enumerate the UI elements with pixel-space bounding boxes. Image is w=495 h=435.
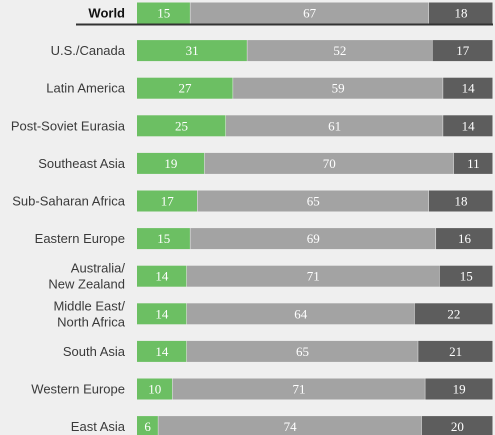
category-label: New Zealand bbox=[48, 277, 125, 292]
bar-segment-1 bbox=[137, 416, 158, 435]
data-label: 15 bbox=[157, 6, 170, 21]
data-label: 11 bbox=[467, 156, 480, 171]
bar-segment-2 bbox=[226, 115, 443, 137]
category-label: East Asia bbox=[71, 419, 126, 434]
bar-segment-3 bbox=[439, 265, 493, 287]
bar-segment-2 bbox=[233, 77, 443, 99]
bar-segment-2 bbox=[186, 265, 440, 287]
bar-segment-1 bbox=[137, 77, 233, 99]
bar-segment-2 bbox=[172, 378, 425, 400]
bar-segment-3 bbox=[425, 378, 493, 400]
bar-segment-3 bbox=[432, 40, 493, 62]
bar-segment-3 bbox=[436, 228, 493, 250]
bar-segment-2 bbox=[186, 340, 418, 362]
bar-segment-1 bbox=[137, 340, 187, 362]
data-label: 17 bbox=[161, 194, 175, 209]
category-label: Middle East/ bbox=[53, 298, 125, 313]
data-label: 19 bbox=[164, 156, 177, 171]
bar-segment-2 bbox=[197, 190, 429, 212]
data-label: 71 bbox=[307, 269, 320, 284]
data-label: 14 bbox=[155, 269, 169, 284]
data-label: 15 bbox=[157, 231, 170, 246]
data-label: 22 bbox=[447, 306, 460, 321]
data-label: 31 bbox=[186, 43, 199, 58]
bar-segment-2 bbox=[190, 228, 436, 250]
category-label: Latin America bbox=[46, 81, 126, 96]
bar-segment-3 bbox=[443, 77, 493, 99]
data-label: 6 bbox=[144, 419, 151, 434]
bar-segment-2 bbox=[247, 40, 432, 62]
category-label: U.S./Canada bbox=[51, 43, 126, 58]
data-label: 10 bbox=[148, 382, 161, 397]
category-label: Southeast Asia bbox=[38, 156, 125, 171]
bar-segment-3 bbox=[453, 152, 493, 174]
data-label: 71 bbox=[292, 382, 305, 397]
data-label: 70 bbox=[323, 156, 336, 171]
category-label: Australia/ bbox=[71, 261, 126, 276]
data-label: 21 bbox=[449, 344, 462, 359]
bar-segment-1 bbox=[137, 152, 205, 174]
data-label: 59 bbox=[332, 81, 345, 96]
category-label: World bbox=[88, 6, 125, 21]
category-label: Western Europe bbox=[31, 382, 125, 397]
data-label: 16 bbox=[458, 231, 472, 246]
data-label: 20 bbox=[451, 419, 464, 434]
bar-segment-1 bbox=[137, 228, 190, 250]
data-label: 17 bbox=[456, 43, 470, 58]
bar-segment-1 bbox=[137, 115, 226, 137]
data-label: 14 bbox=[155, 344, 169, 359]
bar-segment-2 bbox=[186, 303, 415, 325]
bar-segment-3 bbox=[418, 340, 493, 362]
category-label: Post-Soviet Eurasia bbox=[11, 118, 126, 133]
data-label: 52 bbox=[333, 43, 346, 58]
bar-segment-2 bbox=[204, 152, 454, 174]
data-label: 67 bbox=[303, 6, 317, 21]
bar-segment-3 bbox=[414, 303, 493, 325]
data-label: 15 bbox=[460, 269, 473, 284]
data-label: 65 bbox=[307, 194, 320, 209]
bar-segment-2 bbox=[158, 416, 422, 435]
bar-segment-1 bbox=[137, 265, 187, 287]
bar-segment-3 bbox=[443, 115, 493, 137]
data-label: 65 bbox=[296, 344, 309, 359]
bar-segment-1 bbox=[137, 378, 173, 400]
data-label: 19 bbox=[453, 382, 466, 397]
data-label: 64 bbox=[294, 306, 308, 321]
data-label: 61 bbox=[328, 118, 341, 133]
data-label: 14 bbox=[462, 118, 476, 133]
bar-segment-1 bbox=[137, 190, 198, 212]
bar-segment-3 bbox=[428, 190, 493, 212]
category-label: Eastern Europe bbox=[35, 231, 125, 246]
bar-segment-1 bbox=[137, 40, 247, 62]
bar-segment-2 bbox=[190, 2, 429, 24]
data-label: 18 bbox=[454, 6, 467, 21]
data-label: 14 bbox=[155, 306, 169, 321]
bar-segment-1 bbox=[137, 303, 187, 325]
data-label: 14 bbox=[462, 81, 476, 96]
category-label: South Asia bbox=[63, 344, 126, 359]
data-label: 74 bbox=[284, 419, 298, 434]
category-label: Sub-Saharan Africa bbox=[12, 194, 126, 209]
category-label: North Africa bbox=[57, 314, 126, 329]
bar-segment-1 bbox=[137, 2, 190, 24]
data-label: 69 bbox=[307, 231, 320, 246]
bar-segment-3 bbox=[421, 416, 493, 435]
bar-segment-3 bbox=[428, 2, 493, 24]
data-label: 25 bbox=[175, 118, 188, 133]
data-label: 18 bbox=[454, 194, 467, 209]
data-label: 27 bbox=[179, 81, 193, 96]
